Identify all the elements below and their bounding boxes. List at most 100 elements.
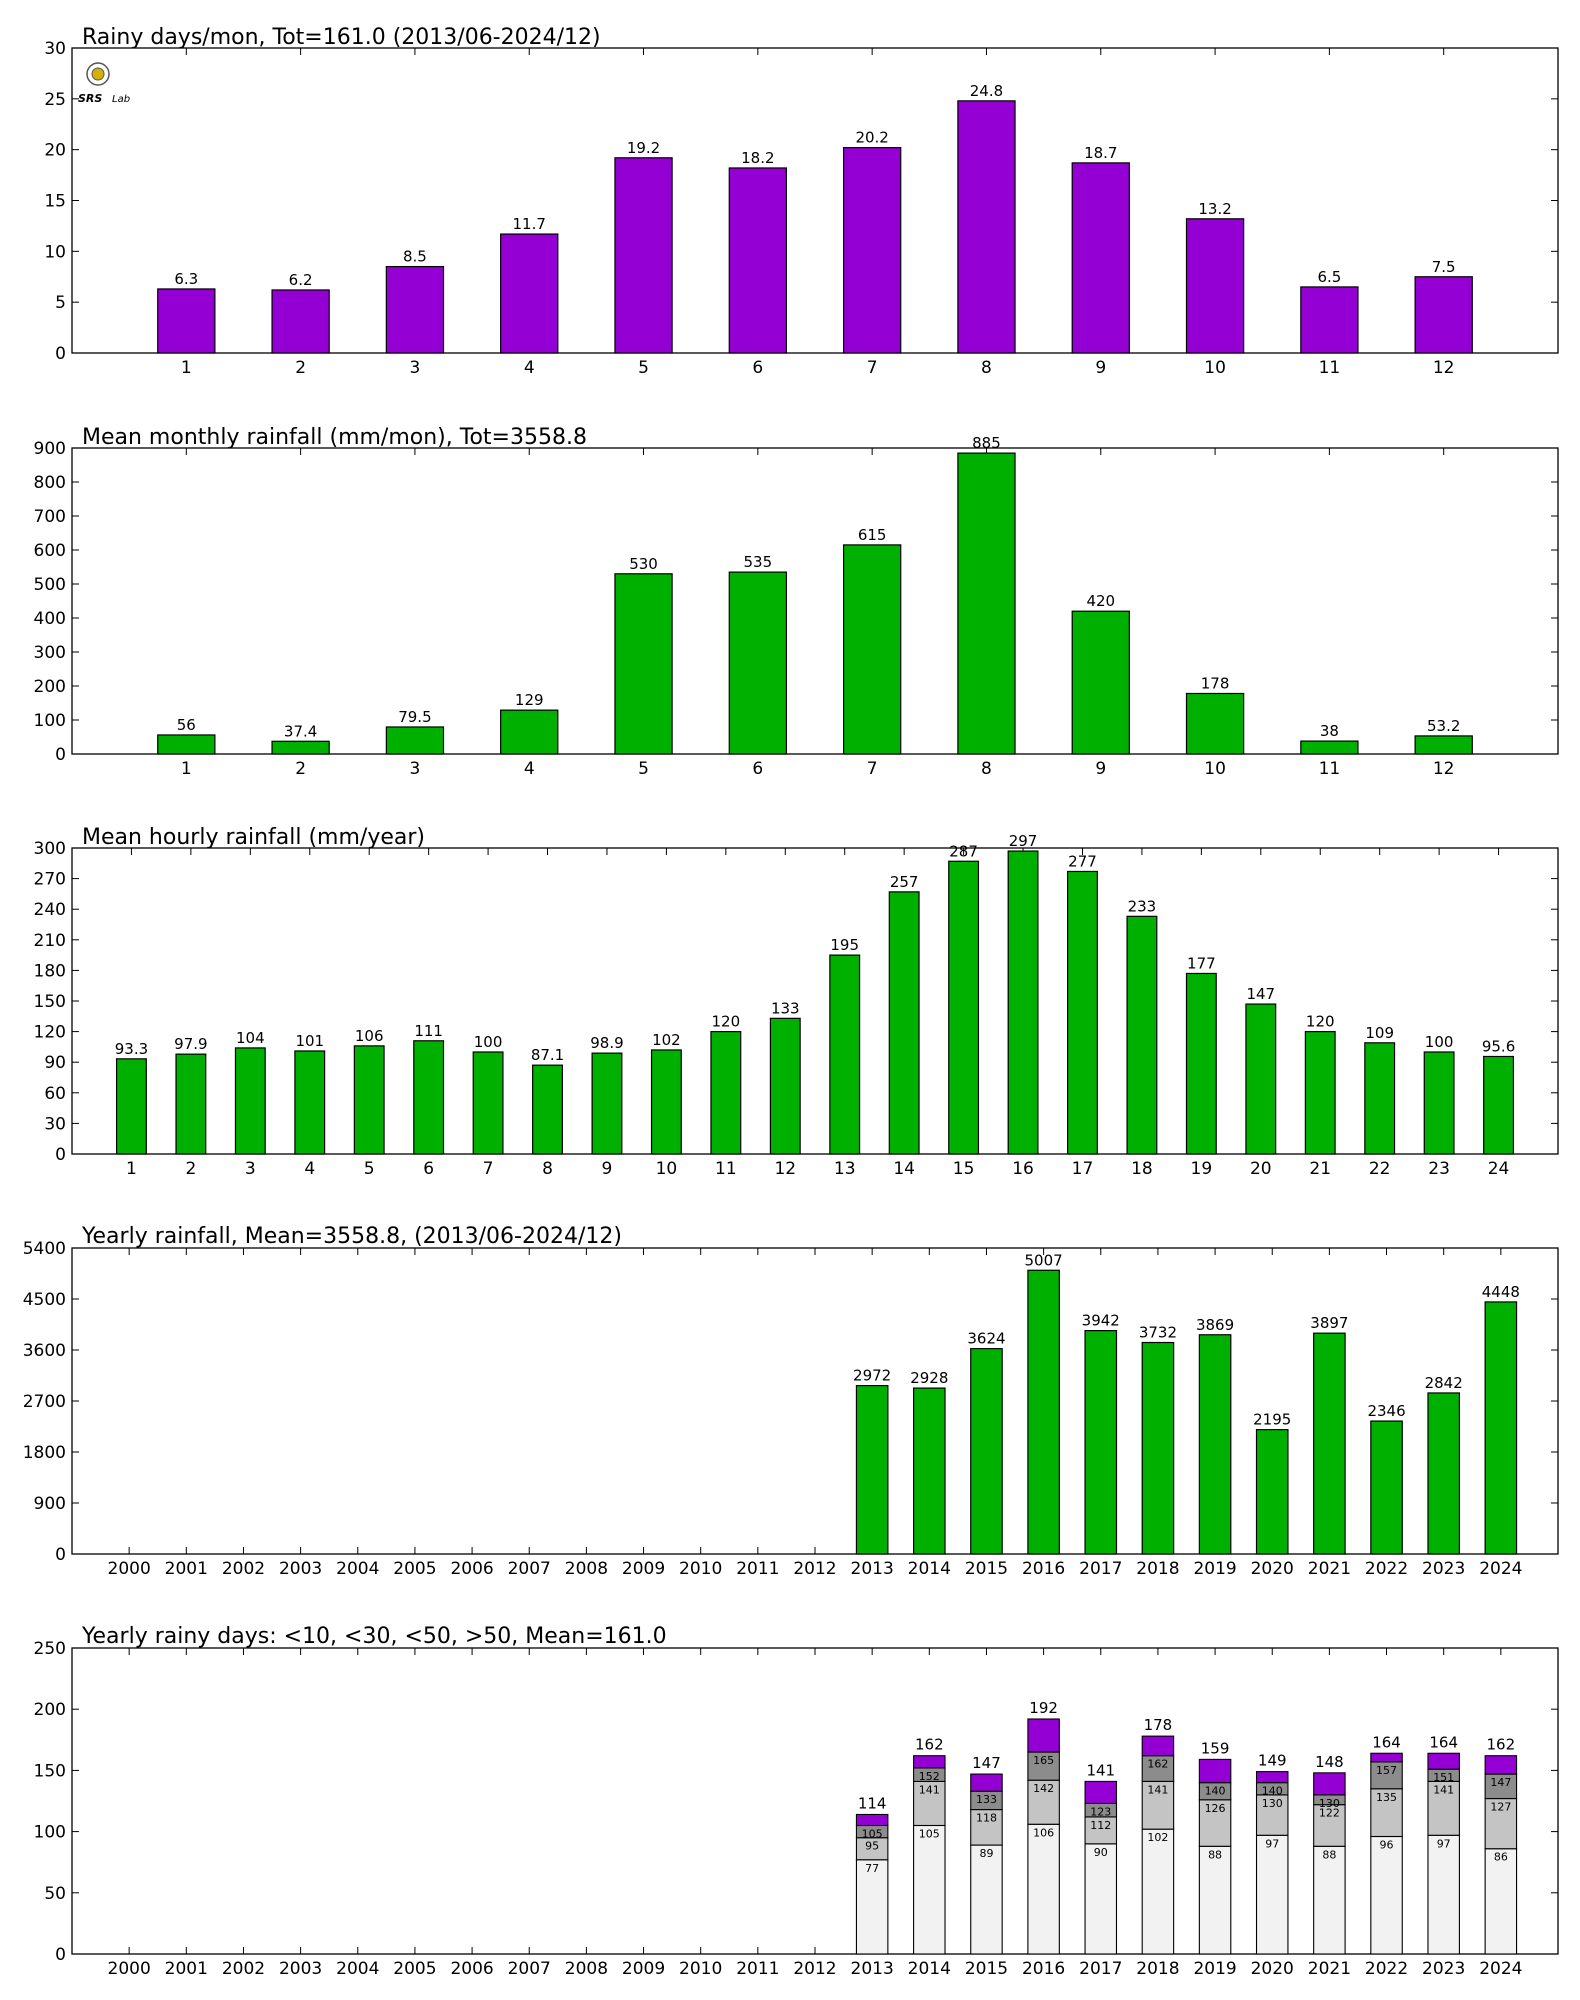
bar bbox=[1255, 1429, 1289, 1555]
stacked-bar-segment bbox=[1313, 1772, 1346, 1796]
plot-frame bbox=[71, 447, 1559, 755]
x-tick-label: 2016 bbox=[1022, 1559, 1065, 1579]
y-tick-label: 1800 bbox=[23, 1443, 66, 1463]
x-tick-label: 18 bbox=[1131, 1159, 1153, 1179]
bar bbox=[472, 1051, 504, 1155]
bar bbox=[1483, 1055, 1515, 1155]
x-tick-label: 2012 bbox=[793, 1959, 836, 1979]
bar-value-label: 277 bbox=[1068, 852, 1097, 870]
bar-value-label: 530 bbox=[629, 555, 658, 573]
x-tick-label: 9 bbox=[602, 1159, 613, 1179]
x-tick-label: 21 bbox=[1309, 1159, 1331, 1179]
segment-value-label: 141 bbox=[919, 1783, 940, 1796]
x-tick-label: 1 bbox=[126, 1159, 137, 1179]
bar-value-label: 111 bbox=[414, 1022, 443, 1040]
y-tick-label: 240 bbox=[34, 900, 66, 920]
stacked-bar-segment bbox=[1084, 1843, 1118, 1955]
bar-value-label: 6.2 bbox=[289, 271, 313, 289]
bar bbox=[912, 1387, 946, 1555]
bar bbox=[957, 100, 1016, 354]
bar bbox=[175, 1053, 207, 1155]
x-tick-label: 2001 bbox=[165, 1959, 208, 1979]
segment-value-label: 130 bbox=[1262, 1797, 1283, 1810]
bar bbox=[1364, 1042, 1396, 1155]
x-tick-label: 4 bbox=[524, 759, 535, 779]
x-tick-label: 2008 bbox=[565, 1559, 608, 1579]
bar bbox=[532, 1064, 563, 1155]
segment-value-label: 105 bbox=[862, 1827, 883, 1840]
bar-value-label: 3624 bbox=[967, 1330, 1005, 1348]
stacked-bar-segment bbox=[1198, 1758, 1232, 1784]
segment-value-label: 127 bbox=[1490, 1801, 1511, 1814]
bar-value-label: 101 bbox=[295, 1032, 324, 1050]
x-tick-label: 2009 bbox=[622, 1559, 665, 1579]
bar-value-label: 97.9 bbox=[174, 1035, 207, 1053]
x-tick-label: 5 bbox=[638, 759, 649, 779]
y-tick-label: 20 bbox=[44, 141, 66, 161]
segment-value-label: 96 bbox=[1380, 1838, 1394, 1851]
mean-monthly-rainfall-chart: Mean monthly rainfall (mm/mon), Tot=3558… bbox=[34, 425, 1559, 779]
bar bbox=[1027, 1269, 1060, 1555]
bar-value-label: 98.9 bbox=[590, 1034, 623, 1052]
bar-value-label: 102 bbox=[652, 1031, 681, 1049]
stacked-bar-segment bbox=[1027, 1823, 1060, 1955]
bar bbox=[888, 891, 920, 1155]
stacked-bar-segment bbox=[1027, 1751, 1060, 1781]
y-tick-label: 90 bbox=[44, 1053, 66, 1073]
bar-value-label: 2972 bbox=[853, 1367, 891, 1385]
stacked-bar-segment bbox=[1370, 1752, 1403, 1763]
stack-total-label: 147 bbox=[972, 1754, 1001, 1772]
x-tick-label: 17 bbox=[1072, 1159, 1094, 1179]
bar-value-label: 257 bbox=[890, 873, 919, 891]
bar bbox=[957, 452, 1016, 755]
stacked-bar-segment bbox=[1255, 1771, 1289, 1784]
bar-value-label: 2195 bbox=[1253, 1411, 1291, 1429]
x-tick-label: 2019 bbox=[1193, 1559, 1236, 1579]
x-tick-label: 2007 bbox=[508, 1559, 551, 1579]
bar-value-label: 3732 bbox=[1139, 1324, 1177, 1342]
y-tick-label: 600 bbox=[34, 541, 66, 561]
segment-value-label: 97 bbox=[1437, 1837, 1451, 1850]
yearly-rainfall-chart-title: Yearly rainfall, Mean=3558.8, (2013/06-2… bbox=[81, 1224, 622, 1249]
x-tick-label: 2019 bbox=[1193, 1959, 1236, 1979]
x-tick-label: 24 bbox=[1488, 1159, 1510, 1179]
y-tick-label: 2700 bbox=[23, 1392, 66, 1412]
y-tick-label: 10 bbox=[44, 242, 66, 262]
bar-value-label: 11.7 bbox=[513, 215, 546, 233]
rainy-days-per-month-chart: Rainy days/mon, Tot=161.0 (2013/06-2024/… bbox=[44, 25, 1559, 378]
x-tick-label: 6 bbox=[752, 759, 763, 779]
bar-value-label: 87.1 bbox=[531, 1046, 564, 1064]
x-tick-label: 2004 bbox=[336, 1559, 379, 1579]
x-tick-label: 13 bbox=[834, 1159, 856, 1179]
bar bbox=[1423, 1051, 1455, 1155]
x-tick-label: 8 bbox=[981, 759, 992, 779]
logo-text-lab: Lab bbox=[112, 94, 130, 105]
stacked-bar-segment bbox=[1313, 1845, 1346, 1955]
bar bbox=[1126, 915, 1158, 1155]
bar-value-label: 100 bbox=[474, 1033, 503, 1051]
bar bbox=[591, 1052, 623, 1155]
bar-value-label: 109 bbox=[1365, 1024, 1394, 1042]
segment-value-label: 162 bbox=[1147, 1758, 1168, 1771]
bar bbox=[500, 709, 559, 755]
logo-seal-center-icon bbox=[91, 67, 105, 81]
bar-value-label: 178 bbox=[1201, 674, 1230, 692]
bar bbox=[842, 147, 902, 354]
bar-value-label: 147 bbox=[1246, 985, 1275, 1003]
x-tick-label: 2009 bbox=[622, 1959, 665, 1979]
y-tick-label: 25 bbox=[44, 90, 66, 110]
stacked-bar-segment bbox=[1427, 1752, 1460, 1770]
bar-value-label: 3869 bbox=[1196, 1316, 1234, 1334]
x-tick-label: 22 bbox=[1369, 1159, 1391, 1179]
x-tick-label: 2016 bbox=[1022, 1959, 1065, 1979]
x-tick-label: 2008 bbox=[565, 1959, 608, 1979]
y-tick-label: 30 bbox=[44, 1114, 66, 1134]
y-tick-label: 150 bbox=[34, 1761, 66, 1781]
yearly-rainy-days-chart-title: Yearly rainy days: <10, <30, <50, >50, M… bbox=[81, 1624, 667, 1649]
stack-total-label: 114 bbox=[858, 1794, 887, 1812]
x-tick-label: 8 bbox=[542, 1159, 553, 1179]
stacked-bar-segment bbox=[1427, 1780, 1460, 1836]
y-tick-label: 3600 bbox=[23, 1341, 66, 1361]
x-tick-label: 6 bbox=[423, 1159, 434, 1179]
